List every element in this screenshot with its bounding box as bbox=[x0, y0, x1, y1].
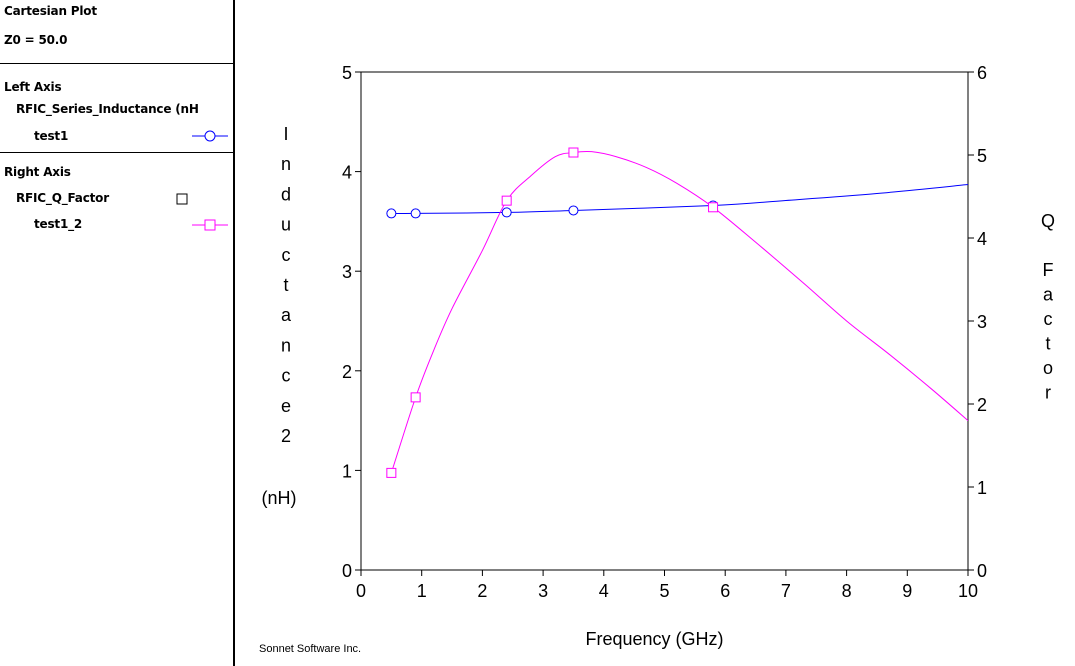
left-axis-title-char: c bbox=[282, 366, 291, 386]
circle-icon bbox=[192, 130, 228, 142]
legend-panel: Cartesian Plot Z0 = 50.0 Left Axis RFIC_… bbox=[0, 0, 235, 666]
x-tick-label: 10 bbox=[958, 581, 978, 601]
x-tick-label: 9 bbox=[902, 581, 912, 601]
data-point-test1_2 bbox=[708, 202, 719, 213]
right-y-tick-label: 1 bbox=[977, 478, 987, 498]
x-axis-title: Frequency (GHz) bbox=[585, 629, 723, 649]
data-point-test1 bbox=[410, 208, 421, 219]
data-point-test1_2 bbox=[501, 195, 512, 206]
x-tick-label: 7 bbox=[781, 581, 791, 601]
x-tick-label: 2 bbox=[477, 581, 487, 601]
series-line-test1 bbox=[391, 184, 968, 215]
left-axis-title-char: 2 bbox=[281, 426, 291, 446]
data-point-test1_2 bbox=[410, 392, 421, 403]
x-tick-label: 4 bbox=[599, 581, 609, 601]
right-y-tick-label: 6 bbox=[977, 63, 987, 83]
right-axis-title-char: c bbox=[1044, 309, 1053, 329]
right-axis-title-char: t bbox=[1045, 334, 1050, 354]
right-y-tick-label: 4 bbox=[977, 229, 987, 249]
right-y-tick-label: 0 bbox=[977, 561, 987, 581]
credit-label: Sonnet Software Inc. bbox=[259, 643, 362, 655]
left-axis-title-char: c bbox=[282, 245, 291, 265]
left-y-tick-label: 0 bbox=[342, 561, 352, 581]
left-y-tick-label: 4 bbox=[342, 163, 352, 183]
left-axis-title-char: n bbox=[281, 335, 291, 355]
left-y-tick-label: 3 bbox=[342, 262, 352, 282]
right-axis-heading: Right Axis bbox=[4, 165, 71, 179]
right-axis-title-char: a bbox=[1043, 285, 1054, 305]
left-y-tick-label: 1 bbox=[342, 461, 352, 481]
plot-frame bbox=[360, 71, 969, 571]
x-tick-label: 6 bbox=[720, 581, 730, 601]
series-line-test1_2 bbox=[390, 150, 968, 474]
left-axis-title-char: a bbox=[281, 305, 292, 325]
plot-info-panel: Cartesian Plot Z0 = 50.0 bbox=[0, 0, 233, 64]
right-axis-title-char: Q bbox=[1041, 211, 1055, 231]
left-axis-heading: Left Axis bbox=[4, 80, 62, 94]
square-icon bbox=[176, 193, 188, 205]
left-y-tick-label: 5 bbox=[342, 63, 352, 83]
data-point-test1 bbox=[568, 205, 579, 216]
left-axis-unit: (nH) bbox=[262, 488, 297, 508]
left-axis-measurement[interactable]: RFIC_Series_Inductance (nH bbox=[16, 102, 199, 116]
right-axis-title-char: F bbox=[1043, 260, 1054, 280]
left-axis-panel[interactable]: Left Axis RFIC_Series_Inductance (nH tes… bbox=[0, 64, 233, 153]
left-axis-title-char: u bbox=[281, 215, 291, 235]
left-axis-title-char: t bbox=[283, 275, 288, 295]
z0-label: Z0 = 50.0 bbox=[4, 33, 68, 47]
right-axis-measurement[interactable]: RFIC_Q_Factor bbox=[16, 191, 109, 205]
left-axis-title-char: d bbox=[281, 184, 291, 204]
x-tick-label: 3 bbox=[538, 581, 548, 601]
plot-area[interactable]: 0 1 2 3 4 5 6 7 8 9 10 0 1 2 3 4 5 0 1 2 3 4 5 6 Frequency (GHz)… bbox=[237, 0, 1075, 666]
left-y-tick-label: 2 bbox=[342, 362, 352, 382]
left-trace-label[interactable]: test1 bbox=[34, 129, 69, 143]
x-tick-label: 1 bbox=[417, 581, 427, 601]
square-marker-icon bbox=[192, 219, 228, 231]
right-y-tick-label: 5 bbox=[977, 146, 987, 166]
data-point-test1_2 bbox=[386, 467, 397, 478]
left-axis-title-char: n bbox=[281, 154, 291, 174]
left-axis-title-char: I bbox=[283, 124, 288, 144]
right-y-tick-label: 2 bbox=[977, 395, 987, 415]
data-point-test1 bbox=[501, 207, 512, 218]
x-tick-label: 0 bbox=[356, 581, 366, 601]
right-axis-title-char: o bbox=[1043, 358, 1053, 378]
data-point-test1 bbox=[386, 208, 397, 219]
data-point-test1_2 bbox=[568, 147, 579, 158]
x-tick-label: 8 bbox=[842, 581, 852, 601]
left-axis-title-char: e bbox=[281, 396, 291, 416]
right-y-tick-label: 3 bbox=[977, 312, 987, 332]
x-tick-label: 5 bbox=[659, 581, 669, 601]
plot-type-title: Cartesian Plot bbox=[4, 4, 97, 18]
right-axis-title-char: r bbox=[1045, 383, 1051, 403]
right-trace-label[interactable]: test1_2 bbox=[34, 217, 83, 231]
